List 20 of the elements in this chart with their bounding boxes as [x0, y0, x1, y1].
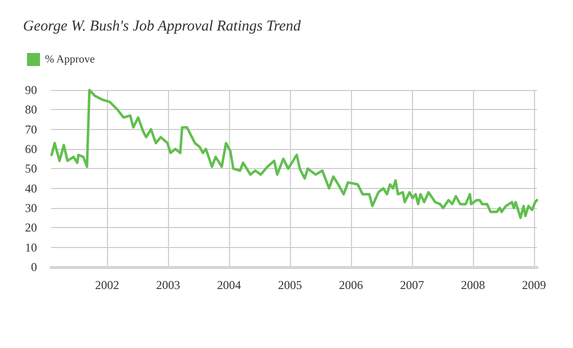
x-tick-label: 2003 — [156, 278, 180, 292]
x-tick-label: 2009 — [522, 278, 546, 292]
x-tick-label: 2004 — [217, 278, 242, 292]
y-tick-label: 80 — [25, 102, 37, 117]
x-tick-label: 2005 — [278, 278, 302, 292]
y-tick-label: 70 — [25, 122, 37, 136]
y-tick-label: 30 — [25, 201, 37, 215]
legend-label: % Approve — [45, 54, 95, 66]
x-tick-label: 2002 — [95, 278, 120, 292]
y-tick-label: 0 — [31, 260, 37, 274]
y-tick-label: 90 — [25, 83, 37, 97]
y-tick-label: 60 — [25, 142, 37, 156]
x-tick-label: 2008 — [460, 278, 485, 292]
y-tick-label: 20 — [25, 220, 37, 235]
y-tick-label: 40 — [25, 181, 37, 196]
y-tick-label: 10 — [25, 240, 37, 254]
chart-title: George W. Bush's Job Approval Ratings Trend — [23, 18, 302, 34]
x-tick-label: 2007 — [400, 278, 424, 292]
y-tick-label: 50 — [25, 162, 37, 176]
x-tick-label: 2006 — [339, 278, 364, 292]
